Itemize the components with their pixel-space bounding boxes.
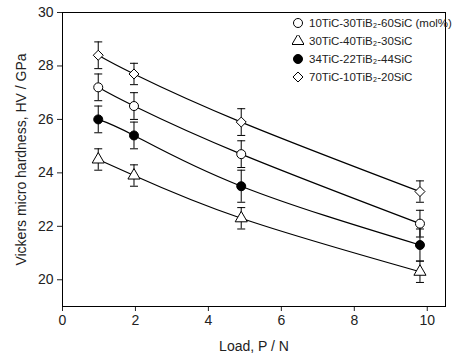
svg-text:10: 10 [419, 312, 435, 328]
svg-text:4: 4 [205, 312, 213, 328]
svg-text:28: 28 [38, 57, 54, 73]
html-text:30TiC-40TiB₂-30SiC: 30TiC-40TiB₂-30SiC [309, 35, 413, 47]
svg-text:20: 20 [38, 271, 54, 287]
svg-text:24: 24 [38, 164, 54, 180]
svg-text:2: 2 [132, 312, 140, 328]
svg-text:0: 0 [59, 312, 67, 328]
svg-text:22: 22 [38, 218, 54, 234]
svg-text:Vickers micro hardness, HV / G: Vickers micro hardness, HV / GPa [13, 53, 29, 265]
svg-text:30: 30 [38, 4, 54, 20]
svg-text:8: 8 [350, 312, 358, 328]
html-text:34TiC-22TiB₂-44SiC: 34TiC-22TiB₂-44SiC [309, 53, 413, 65]
svg-text:6: 6 [277, 312, 285, 328]
svg-text:26: 26 [38, 111, 54, 127]
html-text:10TiC-30TiB₂-60SiC (mol%): 10TiC-30TiB₂-60SiC (mol%) [309, 17, 452, 29]
html-text:70TiC-10TiB₂-20SiC: 70TiC-10TiB₂-20SiC [309, 71, 413, 83]
svg-text:Load, P / N: Load, P / N [219, 338, 289, 354]
